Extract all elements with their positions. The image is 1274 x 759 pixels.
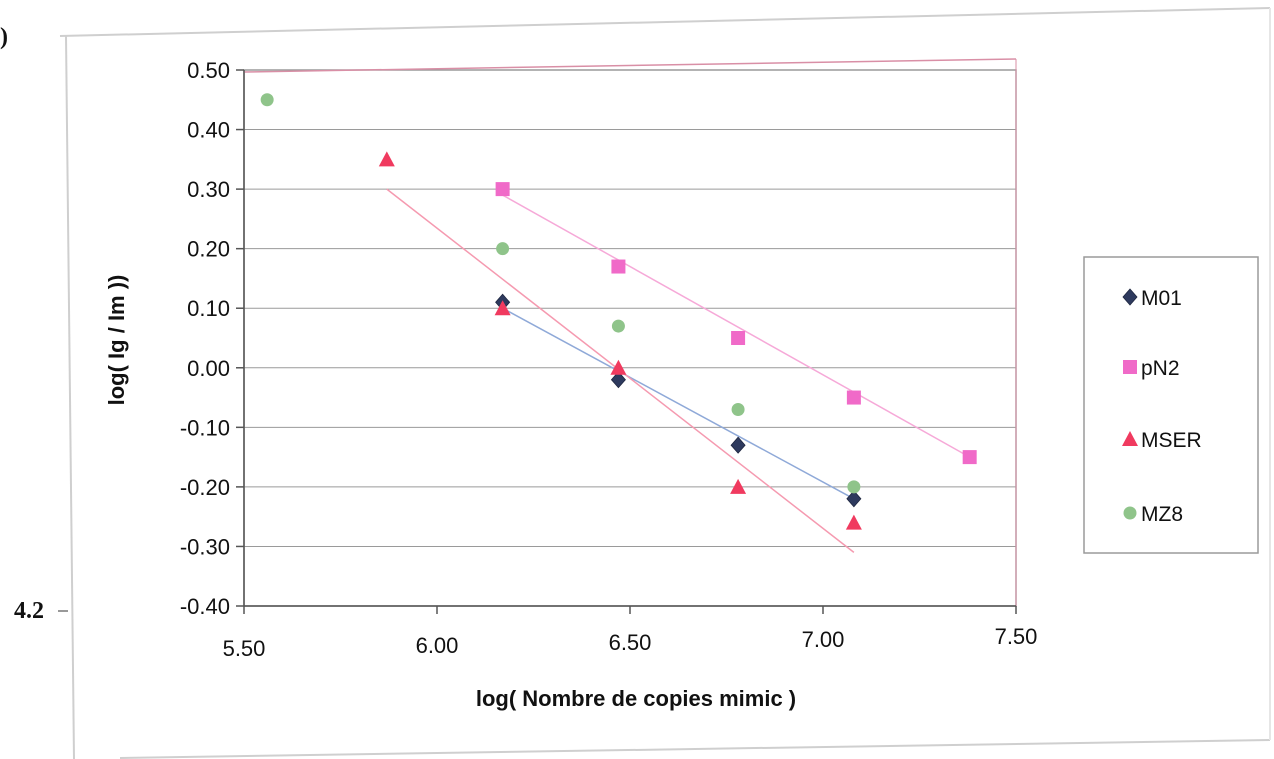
point-mz8 xyxy=(611,319,625,333)
point-mz8 xyxy=(847,480,861,494)
trendline-m01 xyxy=(502,307,855,500)
grid-lines xyxy=(244,69,1016,607)
point-mser xyxy=(494,300,511,316)
trendline-pn2 xyxy=(502,194,971,458)
y-tick-label: 0.50 xyxy=(187,58,230,83)
y-tick-label: -0.10 xyxy=(180,415,230,440)
legend-marker-mz8 xyxy=(1123,506,1137,520)
y-tick-label: 0.20 xyxy=(187,237,230,262)
y-tick-label: 0.10 xyxy=(187,296,230,321)
y-tick-label: -0.40 xyxy=(180,594,230,619)
point-mser xyxy=(845,514,862,530)
plot-area-frame xyxy=(243,69,1017,607)
plot-top-border xyxy=(243,58,1017,73)
legend-box xyxy=(1083,256,1259,554)
point-pn2 xyxy=(962,450,977,465)
x-tick-label: 6.00 xyxy=(416,633,459,658)
outer-frame-bottom xyxy=(119,739,1271,759)
legend: M01 pN2 MSER MZ8 xyxy=(1083,256,1259,554)
y-tick-label: -0.20 xyxy=(180,475,230,500)
point-pn2 xyxy=(495,182,510,197)
outer-frame-top xyxy=(59,7,1271,37)
y-axis: 0.50 0.40 0.30 0.20 0.10 0.00 -0.10 -0.20 -0.30 -… xyxy=(180,58,245,619)
point-m01 xyxy=(730,436,746,454)
panel-glyph: ) xyxy=(0,24,8,50)
x-axis: 5.50 6.00 6.50 7.00 7.50 xyxy=(223,605,1038,661)
x-axis-title: log( Nombre de copies mimic ) xyxy=(476,686,796,711)
x-tick-label: 6.50 xyxy=(609,630,652,655)
legend-label-mser: MSER xyxy=(1141,429,1202,452)
point-mser xyxy=(378,151,395,167)
point-mser xyxy=(610,359,627,375)
point-pn2 xyxy=(731,331,746,345)
point-pn2 xyxy=(611,259,626,274)
point-m01 xyxy=(610,371,626,389)
data-points xyxy=(260,93,977,530)
y-tick-label: 0.40 xyxy=(187,118,230,143)
legend-label-pn2: pN2 xyxy=(1141,357,1180,380)
legend-label-m01: M01 xyxy=(1141,287,1182,310)
trendlines xyxy=(386,188,971,553)
outer-frame-left xyxy=(65,35,75,759)
y-tick-label: 0.30 xyxy=(187,177,230,202)
point-mz8 xyxy=(496,242,510,256)
y-tick-label: 0.00 xyxy=(187,356,230,381)
side-label: 4.2 xyxy=(14,598,44,624)
y-axis-title: log( Ig / Im )) xyxy=(104,275,129,406)
legend-label-mz8: MZ8 xyxy=(1141,503,1183,526)
point-mz8 xyxy=(731,402,745,416)
x-tick-label: 7.00 xyxy=(802,627,845,652)
point-pn2 xyxy=(846,390,861,405)
legend-marker-mser xyxy=(1122,431,1138,446)
point-mser xyxy=(730,478,747,494)
point-mz8 xyxy=(260,93,274,107)
legend-marker-pn2 xyxy=(1123,360,1137,374)
y-tick-label: -0.30 xyxy=(180,534,230,559)
legend-marker-m01 xyxy=(1122,288,1138,306)
x-tick-label: 7.50 xyxy=(995,624,1038,649)
x-tick-label: 5.50 xyxy=(223,636,266,661)
point-m01 xyxy=(846,490,862,508)
